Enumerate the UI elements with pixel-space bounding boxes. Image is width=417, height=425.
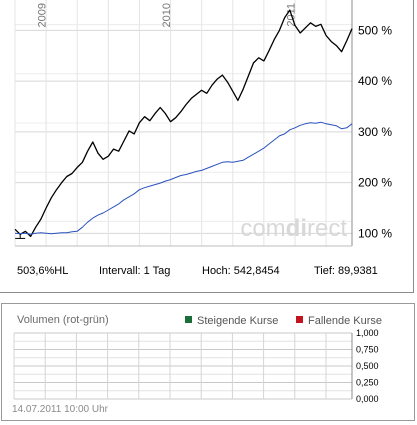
price-grid [14,0,353,247]
y-tick-label: 200 % [358,176,392,190]
comdirect-watermark: comdirect [240,215,347,242]
legend-up-swatch [185,316,192,323]
y-tick-label: 400 % [358,74,392,88]
footer-date: 14.07.2011 10:00 Uhr [12,404,109,415]
stat-current: 503,6%HL [17,265,69,277]
stat-interval: Intervall: 1 Tag [99,265,171,277]
legend-down-swatch [296,316,303,323]
price-chart: comdirect 2009 2010 2011 100 %200 %300 %40… [14,0,392,247]
legend-down-label: Fallende Kurse [308,315,382,327]
price-x-axis: 2009 2010 2011 [37,3,298,27]
y-tick-label: 100 % [358,226,392,240]
watermark-rect: rect [307,215,347,242]
series-line-black [14,9,353,238]
watermark-com: com [240,215,285,242]
price-y-axis: 100 % 200 % 300 % 400 % 500 % [358,23,392,240]
stat-high: Hoch: 542,8454 [202,265,280,277]
watermark-di: di [286,215,307,242]
y-tick-label: 300 % [358,125,392,139]
svg-text:comdirect: comdirect [240,215,347,242]
legend-up-label: Steigende Kurse [197,315,279,327]
y-tick-label: 500 % [358,23,392,37]
stat-low: Tief: 89,9381 [314,265,378,277]
legend-steigende: Steigende Kurse [185,315,278,327]
x-tick-label: 2010 [161,3,173,27]
series-line-blue [14,121,353,235]
x-tick-label: 2009 [37,3,49,27]
legend-fallende: Fallende Kurse [296,315,382,327]
price-series [14,9,353,239]
volume-title: Volumen (rot-grün) [17,314,109,326]
volume-panel [1,303,415,421]
price-chart-frame [0,0,414,293]
